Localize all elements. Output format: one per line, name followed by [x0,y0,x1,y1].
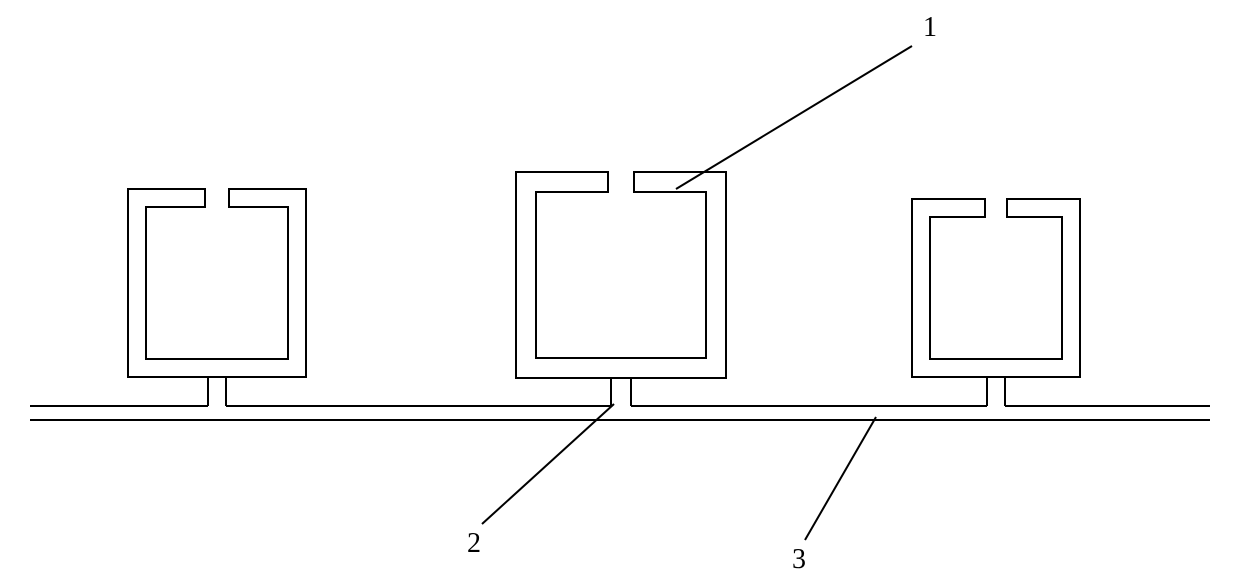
resonator-stem-center [611,378,631,406]
diagram-canvas: 1 2 3 [0,0,1240,586]
resonator-stem-right [987,377,1005,406]
split-ring-resonator-left [128,189,306,377]
resonator-stem-left [208,377,226,406]
callout-label-2: 2 [467,528,481,559]
callout-line-3 [805,417,876,540]
callout-line-2 [482,404,614,524]
split-ring-resonator-right [912,199,1080,377]
callout-label-3: 3 [792,544,806,575]
split-ring-resonator-center [516,172,726,378]
callout-line-1 [676,46,912,189]
callout-label-1: 1 [923,12,937,43]
